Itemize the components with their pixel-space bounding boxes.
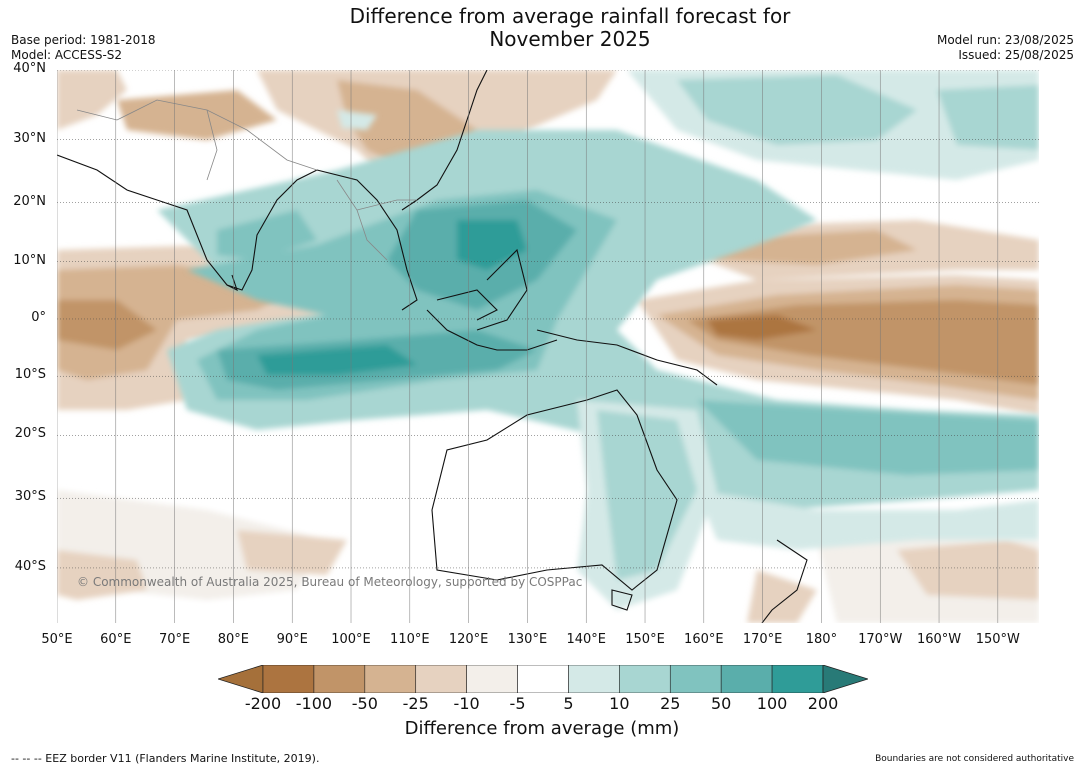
title-line-2: November 2025 [489, 27, 651, 51]
boundaries-note: Boundaries are not considered authoritat… [875, 754, 1074, 764]
colorbar-segment [568, 664, 620, 694]
longitude-label: 130°E [507, 632, 548, 647]
latitude-label: 40°S [14, 558, 46, 574]
longitude-label: 90°E [276, 632, 308, 647]
model-run-text: Model run: 23/08/2025 [936, 33, 1074, 47]
latitude-label: 0° [31, 309, 46, 325]
latitude-label: 10°N [13, 252, 46, 268]
title-line-1: Difference from average rainfall forecas… [349, 4, 791, 28]
longitude-label: 180° [805, 632, 838, 647]
longitude-label: 100°E [331, 632, 371, 647]
map-svg [57, 70, 1039, 623]
colorbar-segment [517, 664, 569, 694]
longitude-label: 60°E [100, 632, 132, 647]
copyright-text: © Commonwealth of Australia 2025, Bureau… [77, 575, 583, 589]
colorbar-tick-label: -200 [244, 694, 282, 713]
country-borders [76, 99, 417, 261]
latitude-label: 40°N [13, 61, 46, 76]
colorbar-extend-high [822, 664, 870, 694]
colorbar-segment [466, 664, 518, 694]
longitude-label: 140°E [566, 632, 606, 647]
colorbar-tick-label: -10 [453, 694, 480, 713]
longitude-label: 170°W [858, 632, 903, 647]
colorbar-segment [313, 664, 366, 694]
issued-text: Issued: 25/08/2025 [958, 48, 1074, 62]
colorbar-tick-label: 25 [660, 694, 681, 713]
longitude-label: 70°E [158, 632, 191, 647]
colorbar-svg [216, 664, 870, 694]
latitude-label: 10°S [14, 367, 46, 383]
colorbar-tick-label: -50 [351, 694, 378, 713]
longitude-label: 160°W [916, 632, 962, 647]
colorbar-segment [364, 664, 417, 694]
longitude-label: 160°E [684, 632, 724, 647]
latitude-label: 30°N [13, 130, 46, 146]
colorbar-segment [619, 664, 671, 694]
longitude-label: 150°E [625, 632, 665, 647]
latitude-label: 20°S [14, 426, 46, 442]
rainfall-map[interactable] [57, 70, 1039, 623]
model-text: Model: ACCESS-S2 [11, 48, 123, 62]
colorbar [216, 664, 870, 694]
colorbar-tick-label: -100 [295, 694, 333, 713]
colorbar-tick-label: -5 [509, 694, 526, 713]
colorbar-segment [720, 664, 773, 694]
colorbar-tick-label: 10 [609, 694, 630, 713]
longitude-label: 110°E [390, 632, 430, 647]
longitude-label: 80°E [217, 632, 250, 647]
chart-title: Difference from average rainfall forecas… [200, 5, 940, 51]
colorbar-extend-low [216, 664, 264, 694]
latitude-label: 30°S [14, 489, 46, 505]
longitude-label: 50°E [41, 632, 73, 647]
dry-anomaly-layer [57, 70, 1039, 623]
colorbar-tick-label: 5 [563, 694, 574, 713]
longitude-label: 170°E [742, 632, 783, 647]
longitude-label: 150°W [975, 632, 1020, 647]
colorbar-segment [669, 664, 722, 694]
colorbar-segment [771, 664, 824, 694]
colorbar-title: Difference from average (mm) [404, 718, 680, 739]
latitude-label: 20°N [13, 193, 46, 209]
colorbar-tick-label: 100 [756, 694, 788, 713]
colorbar-segment [262, 664, 315, 694]
colorbar-tick-label: 200 [807, 694, 839, 713]
wet-anomaly-layer [157, 70, 1039, 610]
meta-right: Model run: 23/08/2025 Issued: 25/08/2025 [937, 33, 1074, 63]
colorbar-tick-label: 50 [710, 694, 732, 713]
eez-note: -- -- -- EEZ border V11 (Flanders Marine… [11, 752, 320, 765]
colorbar-segment [415, 664, 467, 694]
meta-left: Base period: 1981-2018 Model: ACCESS-S2 [11, 33, 156, 63]
colorbar-tick-label: -25 [402, 694, 429, 713]
base-period-text: Base period: 1981-2018 [11, 33, 156, 47]
graticule [57, 70, 1039, 623]
longitude-label: 120°E [448, 632, 489, 647]
